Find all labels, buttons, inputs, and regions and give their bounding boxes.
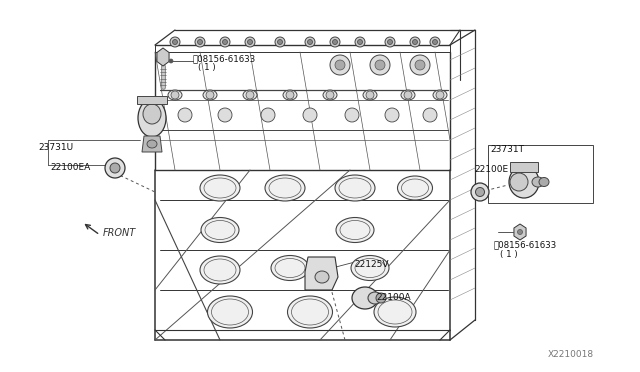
Circle shape (198, 39, 202, 45)
Circle shape (305, 37, 315, 47)
Circle shape (220, 37, 230, 47)
Ellipse shape (265, 175, 305, 201)
Ellipse shape (374, 297, 416, 327)
Circle shape (436, 91, 444, 99)
Circle shape (370, 55, 390, 75)
Circle shape (430, 37, 440, 47)
Circle shape (366, 91, 374, 99)
Bar (510, 162, 538, 172)
Circle shape (110, 163, 120, 173)
Circle shape (307, 39, 312, 45)
Ellipse shape (271, 256, 309, 280)
Circle shape (286, 91, 294, 99)
Ellipse shape (368, 292, 382, 304)
Text: 23731T: 23731T (490, 145, 524, 154)
Circle shape (404, 91, 412, 99)
Text: ゃ08156-61633: ゃ08156-61633 (193, 54, 256, 63)
Circle shape (105, 158, 125, 178)
Text: 22100E: 22100E (474, 165, 508, 174)
Ellipse shape (143, 104, 161, 124)
Circle shape (385, 37, 395, 47)
Circle shape (170, 37, 180, 47)
Ellipse shape (287, 296, 333, 328)
Polygon shape (142, 136, 162, 152)
Circle shape (206, 91, 214, 99)
Bar (137, 96, 167, 104)
Text: ( 1 ): ( 1 ) (500, 250, 518, 259)
Circle shape (326, 91, 334, 99)
Ellipse shape (323, 90, 337, 100)
Ellipse shape (509, 166, 539, 198)
Ellipse shape (336, 218, 374, 243)
Ellipse shape (168, 90, 182, 100)
Text: X2210018: X2210018 (548, 350, 594, 359)
Circle shape (410, 37, 420, 47)
Ellipse shape (335, 175, 375, 201)
Circle shape (345, 108, 359, 122)
Circle shape (246, 91, 254, 99)
Ellipse shape (147, 140, 157, 148)
Circle shape (303, 108, 317, 122)
Circle shape (375, 60, 385, 70)
Ellipse shape (243, 90, 257, 100)
Ellipse shape (532, 177, 544, 187)
Circle shape (471, 183, 489, 201)
Circle shape (476, 187, 484, 196)
Circle shape (330, 55, 350, 75)
Circle shape (195, 37, 205, 47)
Circle shape (333, 39, 337, 45)
Text: FRONT: FRONT (103, 228, 136, 238)
Circle shape (410, 55, 430, 75)
Circle shape (278, 39, 282, 45)
Circle shape (423, 108, 437, 122)
Circle shape (358, 39, 362, 45)
Ellipse shape (352, 287, 378, 309)
Ellipse shape (201, 218, 239, 243)
Polygon shape (157, 48, 169, 66)
Text: ゃ08156-61633: ゃ08156-61633 (494, 240, 557, 249)
Circle shape (178, 108, 192, 122)
Ellipse shape (363, 90, 377, 100)
Circle shape (169, 59, 173, 63)
Polygon shape (305, 257, 338, 290)
Circle shape (245, 37, 255, 47)
Text: ( 1 ): ( 1 ) (198, 63, 216, 72)
Circle shape (387, 39, 392, 45)
Ellipse shape (510, 173, 528, 191)
Text: 22100EA: 22100EA (50, 163, 90, 172)
Ellipse shape (351, 256, 389, 280)
Circle shape (173, 39, 177, 45)
Ellipse shape (203, 90, 217, 100)
Circle shape (330, 37, 340, 47)
Ellipse shape (138, 99, 166, 137)
Circle shape (171, 91, 179, 99)
Circle shape (275, 37, 285, 47)
Circle shape (248, 39, 253, 45)
Circle shape (518, 230, 522, 234)
Ellipse shape (376, 293, 386, 303)
Ellipse shape (401, 90, 415, 100)
Circle shape (218, 108, 232, 122)
Bar (488, 145, 593, 203)
Text: 22100A: 22100A (376, 293, 411, 302)
Circle shape (335, 60, 345, 70)
Ellipse shape (315, 271, 329, 283)
Ellipse shape (539, 177, 549, 186)
Circle shape (415, 60, 425, 70)
Circle shape (261, 108, 275, 122)
Ellipse shape (200, 175, 240, 201)
Text: 23731U: 23731U (38, 143, 73, 152)
Ellipse shape (397, 176, 433, 200)
Circle shape (413, 39, 417, 45)
Ellipse shape (200, 256, 240, 284)
Circle shape (223, 39, 227, 45)
Ellipse shape (207, 296, 253, 328)
Circle shape (355, 37, 365, 47)
Ellipse shape (433, 90, 447, 100)
Ellipse shape (283, 90, 297, 100)
Text: 22125V: 22125V (354, 260, 388, 269)
Circle shape (433, 39, 438, 45)
Circle shape (385, 108, 399, 122)
Polygon shape (514, 224, 526, 240)
